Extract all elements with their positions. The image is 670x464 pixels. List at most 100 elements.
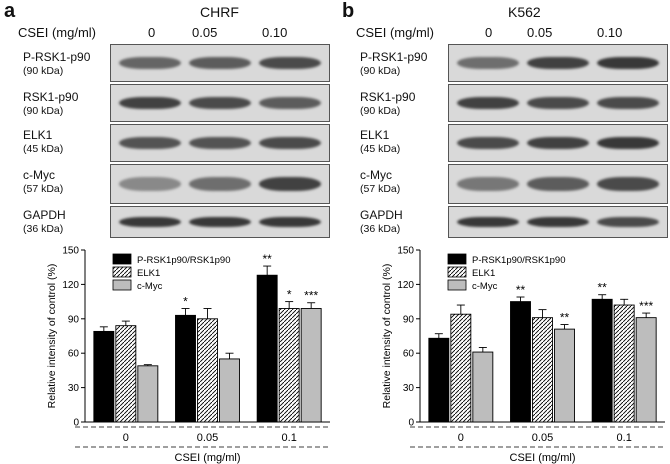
blot-band: [457, 216, 520, 228]
bar: [472, 351, 494, 423]
panel-letter-b: b: [342, 0, 355, 22]
legend-label: c-Myc: [137, 281, 163, 292]
molecular-weight: (45 kDa): [360, 143, 401, 155]
y-axis-label: Relative intensity of control (%): [381, 264, 393, 409]
bar: [635, 317, 657, 423]
bar: [278, 308, 300, 423]
western-blot-a-4: [110, 206, 330, 238]
blot-band: [457, 96, 520, 110]
bar: [613, 304, 635, 423]
csei-header-a: CSEI (mg/ml): [18, 25, 96, 40]
protein-name: ELK1: [23, 128, 53, 142]
blot-band: [189, 216, 251, 228]
y-tick-label: 150: [397, 246, 414, 257]
legend-swatch: [112, 266, 132, 278]
blot-label-b-3: c-Myc (57 kDa): [360, 168, 400, 196]
blot-band: [189, 177, 251, 191]
x-axis-label: CSEI (mg/ml): [175, 452, 241, 464]
blot-band: [119, 177, 182, 191]
bar-chart-b: 0 30 60 90 120 150 Relative intensity of contr…: [381, 246, 665, 464]
legend-label: ELK1: [137, 268, 160, 279]
western-blot-b-3: [448, 164, 668, 204]
significance-marker: **: [560, 311, 570, 325]
blot-band: [189, 56, 251, 70]
legend-label: c-Myc: [472, 281, 498, 292]
blot-label-a-1: RSK1-p90 (90 kDa): [23, 90, 78, 118]
blot-band: [119, 56, 182, 70]
blot-band: [596, 177, 659, 191]
molecular-weight: (90 kDa): [23, 105, 64, 117]
blot-band: [258, 96, 321, 110]
molecular-weight: (57 kDa): [23, 183, 64, 195]
significance-marker: **: [597, 281, 607, 295]
blot-band: [457, 177, 520, 191]
blot-band: [596, 56, 659, 70]
legend-label: P-RSK1p90/RSK1p90: [472, 255, 565, 266]
bar: [93, 330, 115, 423]
western-blot-b-0: [448, 44, 668, 82]
blot-band: [596, 136, 659, 150]
y-tick-label: 120: [62, 280, 79, 291]
legend-swatch: [112, 253, 132, 265]
blot-band: [189, 96, 251, 110]
blot-label-a-0: P-RSK1-p90 (90 kDa): [23, 50, 90, 78]
conc-label-b-2: 0.10: [597, 25, 623, 40]
x-tick-label: 0: [123, 432, 129, 444]
molecular-weight: (36 kDa): [23, 223, 64, 235]
x-tick-label: 0: [458, 432, 464, 444]
western-blot-a-1: [110, 84, 330, 122]
western-blot-b-4: [448, 206, 668, 238]
western-blot-a-0: [110, 44, 330, 82]
blot-label-b-1: RSK1-p90 (90 kDa): [360, 90, 415, 118]
conc-label-a-1: 0.05: [192, 25, 218, 40]
blot-band: [119, 96, 182, 110]
blot-band: [258, 56, 321, 70]
legend-label: P-RSK1p90/RSK1p90: [137, 255, 230, 266]
molecular-weight: (36 kDa): [360, 223, 401, 235]
western-blot-b-2: [448, 124, 668, 162]
protein-name: RSK1-p90: [360, 90, 416, 104]
bar: [554, 328, 575, 423]
blot-label-a-2: ELK1 (45 kDa): [23, 128, 63, 156]
blot-band: [457, 56, 520, 70]
x-tick-label: 0.05: [197, 432, 218, 444]
significance-marker: *: [287, 288, 292, 302]
protein-name: c-Myc: [360, 168, 392, 182]
protein-name: ELK1: [360, 128, 390, 142]
significance-marker: ***: [639, 299, 653, 313]
x-tick-label: 0.1: [282, 432, 297, 444]
bar: [532, 317, 553, 423]
y-tick-label: 60: [403, 349, 415, 360]
bar: [300, 308, 322, 423]
protein-name: c-Myc: [23, 168, 55, 182]
bar: [510, 301, 531, 423]
blot-band: [527, 96, 589, 110]
blot-band: [258, 177, 321, 191]
x-tick-label: 0.1: [617, 432, 632, 444]
cell-line-title-b: K562: [508, 4, 541, 20]
molecular-weight: (90 kDa): [23, 65, 64, 77]
bar: [428, 337, 450, 423]
bar: [197, 318, 218, 423]
x-tick-label: 0.05: [532, 432, 553, 444]
y-tick-label: 60: [68, 349, 80, 360]
bar: [137, 365, 159, 423]
protein-name: GAPDH: [360, 208, 403, 222]
blot-band: [189, 136, 251, 150]
y-tick-label: 150: [62, 246, 79, 257]
bar: [115, 325, 137, 423]
csei-header-b: CSEI (mg/ml): [356, 25, 434, 40]
conc-label-a-2: 0.10: [262, 25, 288, 40]
y-tick-label: 120: [397, 280, 414, 291]
blot-label-b-4: GAPDH (36 kDa): [360, 208, 403, 236]
conc-label-a-0: 0: [148, 25, 156, 40]
blot-label-a-4: GAPDH (36 kDa): [23, 208, 66, 236]
western-blot-a-3: [110, 164, 330, 204]
bar: [450, 313, 472, 423]
y-tick-label: 30: [68, 383, 80, 394]
legend-swatch: [112, 279, 132, 291]
blot-band: [119, 216, 182, 228]
y-tick-label: 0: [408, 418, 414, 429]
blot-band: [119, 136, 182, 150]
blot-label-a-3: c-Myc (57 kDa): [23, 168, 63, 196]
